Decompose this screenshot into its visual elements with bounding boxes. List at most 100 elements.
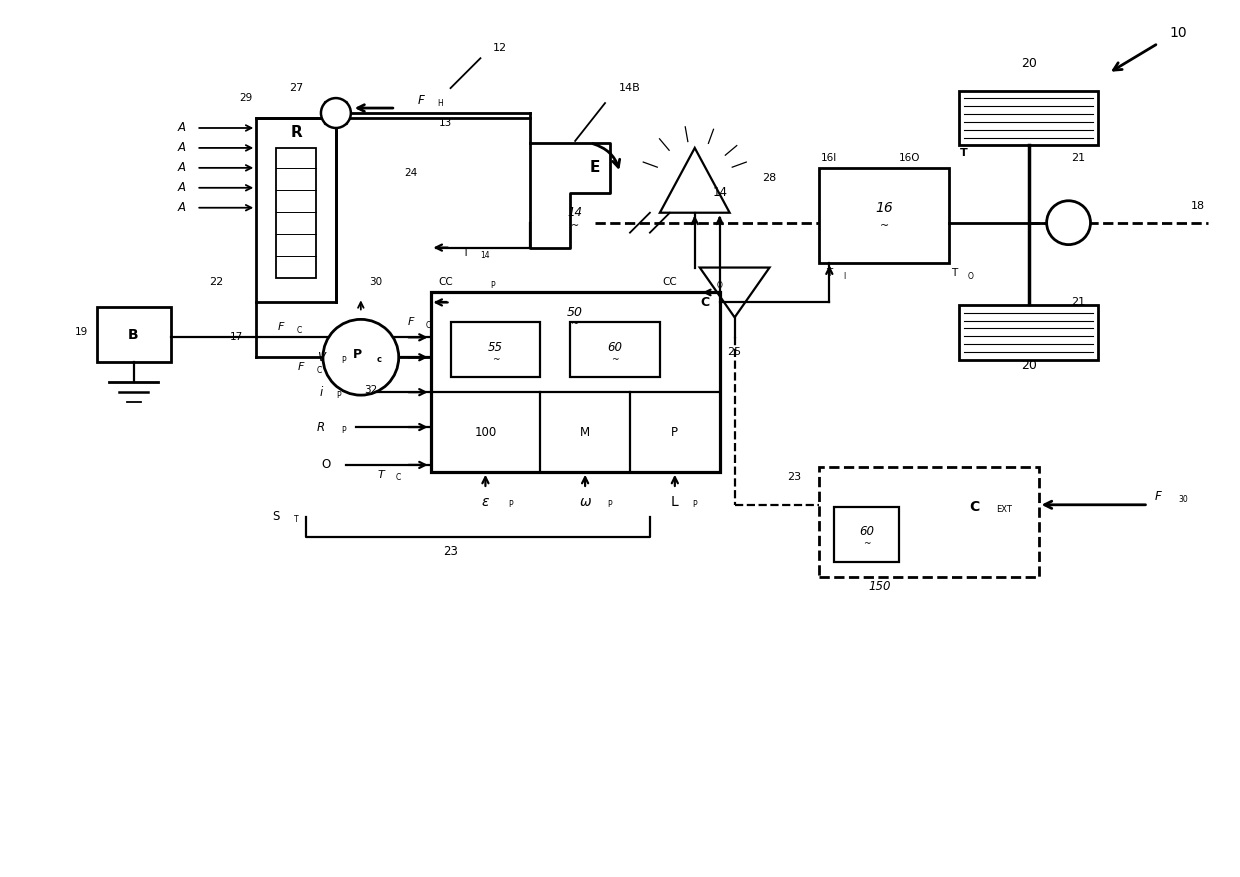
Text: ~: ~ (491, 355, 500, 364)
Text: 22: 22 (210, 277, 223, 288)
Text: 12: 12 (494, 43, 507, 53)
Text: P: P (336, 390, 341, 400)
Text: F: F (408, 317, 414, 327)
Bar (570, 323, 660, 377)
Circle shape (321, 98, 351, 128)
Text: T: T (960, 148, 967, 158)
Text: 30: 30 (370, 277, 382, 288)
Text: 23: 23 (787, 472, 801, 481)
Text: 21: 21 (1071, 153, 1085, 163)
Text: L: L (671, 495, 678, 509)
Text: 28: 28 (763, 173, 776, 182)
Text: 16O: 16O (898, 153, 920, 163)
Text: R: R (290, 125, 301, 140)
Bar (450, 323, 541, 377)
Text: 17: 17 (229, 332, 243, 342)
Text: 60: 60 (608, 341, 622, 353)
Bar (959, 305, 1099, 360)
Bar (959, 90, 1099, 146)
Text: ~: ~ (863, 539, 870, 548)
Text: R: R (317, 421, 325, 433)
Text: 20: 20 (1021, 359, 1037, 372)
Text: CC: CC (662, 277, 677, 288)
Text: 16I: 16I (821, 153, 837, 163)
Text: 60: 60 (859, 525, 874, 538)
Text: F: F (417, 94, 424, 107)
Text: T: T (826, 267, 832, 277)
Text: A: A (177, 141, 186, 154)
Text: P: P (508, 500, 512, 510)
Text: C: C (316, 366, 321, 374)
Text: c: c (376, 355, 381, 364)
Bar (835, 507, 899, 561)
Text: C: C (701, 296, 709, 309)
Text: 50: 50 (567, 306, 583, 319)
Text: F: F (1154, 490, 1162, 503)
Text: 24: 24 (404, 168, 418, 178)
Text: 55: 55 (487, 341, 503, 353)
Text: V: V (317, 351, 325, 364)
Bar (820, 168, 949, 262)
Text: A: A (177, 201, 186, 214)
Text: $\varepsilon$: $\varepsilon$ (481, 495, 490, 509)
Text: P: P (671, 425, 678, 438)
Text: 13: 13 (439, 118, 453, 128)
Text: ~: ~ (572, 221, 579, 231)
Text: C: C (968, 500, 980, 514)
Text: P: P (341, 356, 346, 365)
Text: P: P (490, 281, 495, 290)
Text: 25: 25 (728, 347, 742, 357)
Text: H: H (438, 98, 444, 108)
Text: A: A (177, 182, 186, 195)
Text: T: T (463, 247, 469, 258)
Text: A: A (177, 122, 186, 134)
Text: 19: 19 (76, 327, 88, 338)
Text: O: O (717, 281, 723, 290)
Text: i: i (320, 386, 322, 399)
Text: 14B: 14B (619, 83, 641, 93)
Text: 30: 30 (1178, 496, 1188, 504)
Text: S: S (273, 510, 280, 524)
Text: 21: 21 (1071, 297, 1085, 308)
Text: 27: 27 (289, 83, 303, 93)
Text: O: O (968, 272, 973, 281)
Text: 32: 32 (365, 385, 377, 396)
Text: A: A (177, 161, 186, 175)
Text: 20: 20 (1021, 57, 1037, 69)
Text: F: F (298, 362, 304, 372)
Text: I: I (843, 272, 846, 281)
Text: P: P (608, 500, 613, 510)
Text: P: P (692, 500, 697, 510)
Bar (97, 308, 171, 362)
Text: E: E (590, 160, 600, 175)
Text: O: O (321, 459, 331, 472)
Text: ~: ~ (611, 355, 619, 364)
Bar (820, 467, 1039, 576)
Text: $\omega$: $\omega$ (579, 495, 591, 509)
Bar (430, 292, 719, 472)
Text: C: C (396, 474, 402, 482)
Text: 23: 23 (443, 545, 458, 558)
Text: F: F (278, 323, 284, 332)
Text: T: T (951, 267, 957, 277)
Circle shape (1047, 201, 1090, 245)
Text: C: C (296, 326, 301, 335)
Text: B: B (128, 328, 139, 342)
Text: 29: 29 (239, 93, 253, 103)
Text: 14: 14 (568, 206, 583, 219)
Text: C: C (427, 321, 432, 330)
Text: T: T (294, 516, 299, 524)
Bar (257, 118, 336, 303)
Bar (277, 148, 316, 277)
Text: 18: 18 (1192, 201, 1205, 210)
Text: 14: 14 (481, 251, 490, 260)
Text: T: T (377, 470, 384, 480)
Text: 14: 14 (712, 186, 727, 199)
Text: 150: 150 (868, 580, 890, 593)
Text: P: P (341, 425, 346, 434)
Text: ~: ~ (572, 319, 579, 330)
Text: 16: 16 (875, 201, 893, 215)
Text: 10: 10 (1169, 26, 1187, 40)
Text: EXT: EXT (996, 505, 1012, 514)
Text: ~: ~ (879, 221, 889, 231)
